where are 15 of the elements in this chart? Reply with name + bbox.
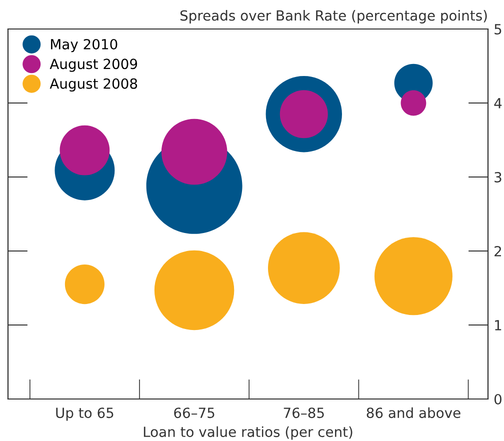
legend-label: August 2009 — [50, 58, 138, 72]
x-axis-title: Loan to value ratios (per cent) — [144, 426, 352, 440]
y-axis-title: Spreads over Bank Rate (percentage points) — [180, 10, 487, 24]
y-tick-label: 3 — [494, 172, 502, 182]
legend-label: May 2010 — [51, 38, 118, 52]
legend-label: August 2008 — [50, 78, 138, 92]
x-tick-label: 86 and above — [366, 407, 460, 418]
x-tick-label: 66–75 — [174, 408, 214, 418]
y-tick-label: 4 — [494, 98, 502, 108]
y-tick-label: 1 — [495, 320, 502, 330]
y-tick-label: 0 — [494, 394, 502, 404]
x-tick-label: Up to 65 — [56, 408, 114, 421]
y-tick-label: 5 — [494, 24, 502, 34]
y-tick-label: 2 — [494, 246, 501, 256]
x-tick-label: 76–85 — [284, 408, 324, 418]
